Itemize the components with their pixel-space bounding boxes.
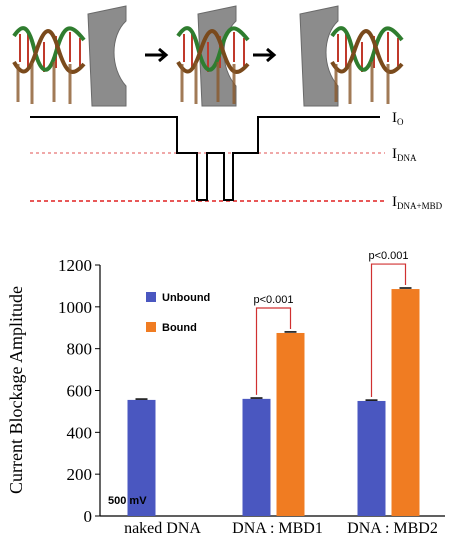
chart: Current Blockage Amplitude 0 200 400 600 800… bbox=[6, 250, 445, 537]
bar bbox=[358, 401, 386, 516]
level-label: IO bbox=[392, 110, 404, 127]
y-tick-label: 200 bbox=[67, 465, 93, 484]
note: 500 mV bbox=[108, 495, 147, 507]
y-tick-label: 400 bbox=[67, 423, 93, 442]
y-tick-label: 800 bbox=[67, 340, 93, 359]
y-tick-label: 600 bbox=[67, 382, 93, 401]
x-tick-label: DNA : MBD2 bbox=[347, 520, 438, 537]
schematic: IO IDNA IDNA+MBD bbox=[14, 6, 443, 211]
level-label: IDNA bbox=[392, 146, 417, 163]
x-tick-label: DNA : MBD1 bbox=[232, 520, 323, 537]
y-tick-label: 1200 bbox=[58, 256, 92, 275]
figure: IO IDNA IDNA+MBD Current Blockage Amplit… bbox=[0, 0, 452, 540]
significance-label: p<0.001 bbox=[253, 294, 293, 306]
y-axis-title: Current Blockage Amplitude bbox=[6, 286, 26, 494]
legend-swatch bbox=[146, 322, 156, 332]
y-tick-label: 0 bbox=[84, 507, 93, 526]
legend-label: Bound bbox=[162, 322, 197, 334]
legend-swatch bbox=[146, 292, 156, 302]
level-label: IDNA+MBD bbox=[392, 194, 443, 211]
bar bbox=[392, 289, 420, 516]
significance-label: p<0.001 bbox=[368, 250, 408, 262]
y-tick-label: 1000 bbox=[58, 298, 92, 317]
x-tick-label: naked DNA bbox=[124, 520, 201, 537]
bar bbox=[277, 333, 305, 516]
bar bbox=[243, 399, 271, 516]
legend-label: Unbound bbox=[162, 292, 210, 304]
